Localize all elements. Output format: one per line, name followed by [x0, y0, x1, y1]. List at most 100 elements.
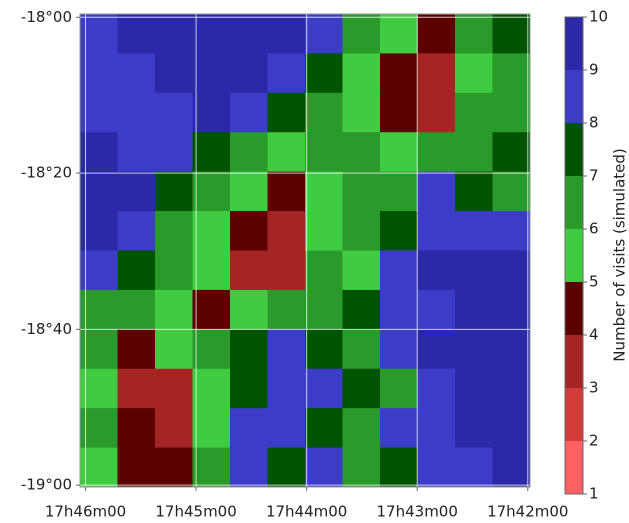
colorbar-segment [565, 388, 583, 441]
colorbar-segment [565, 123, 583, 176]
map-cell [380, 211, 418, 251]
map-cell [267, 368, 306, 409]
map-cell [230, 171, 268, 212]
y-tick-label: -18°40 [21, 320, 72, 338]
map-cell [80, 14, 118, 54]
map-cell [305, 53, 343, 94]
map-cell [380, 171, 418, 212]
map-cell [492, 368, 531, 409]
map-cell [192, 132, 231, 173]
map-cell [305, 250, 343, 291]
map-cell [492, 329, 531, 370]
map-cell [455, 329, 493, 370]
map-cell [117, 329, 156, 370]
map-cell [117, 447, 156, 488]
map-cell [155, 92, 193, 133]
map-cell [380, 14, 418, 54]
map-cell [492, 132, 531, 173]
map-cell [267, 447, 306, 488]
map-cell [80, 368, 118, 409]
map-cell [267, 289, 306, 330]
map-cell [117, 250, 156, 291]
map-cell [492, 408, 531, 449]
map-cell [80, 250, 118, 291]
colorbar-tick-label: 2 [589, 432, 599, 450]
map-cell [417, 329, 456, 370]
map-cell [155, 53, 193, 94]
map-cell [230, 211, 268, 251]
map-cell [342, 289, 381, 330]
x-tick-label: 17h42m00 [487, 503, 568, 521]
map-cell [380, 53, 418, 94]
grid [80, 14, 530, 487]
plot-frame [79, 13, 531, 488]
map-cell [417, 289, 456, 330]
map-cell [117, 53, 156, 94]
x-tick-label: 17h46m00 [45, 503, 126, 521]
map-cell [155, 211, 193, 251]
map-cell [80, 447, 118, 488]
map-cell [155, 289, 193, 330]
colorbar-tick-label: 3 [589, 379, 599, 397]
colorbar-segment [565, 441, 583, 494]
map-cell [380, 329, 418, 370]
colorbar-tick-label: 1 [589, 485, 599, 503]
map-cell [455, 92, 493, 133]
map-cell [455, 53, 493, 94]
map-cell [230, 289, 268, 330]
map-cell [230, 447, 268, 488]
map-cell [117, 92, 156, 133]
map-cell [117, 368, 156, 409]
map-cell [455, 289, 493, 330]
map-cell [455, 447, 493, 488]
map-cell [192, 289, 231, 330]
colorbar-segment [565, 17, 583, 70]
map-cell [192, 447, 231, 488]
map-cell [492, 447, 531, 488]
map-cell [230, 132, 268, 173]
map-cell [192, 14, 231, 54]
map-cell [417, 171, 456, 212]
map-cell [117, 171, 156, 212]
map-cell [417, 132, 456, 173]
colorbar-tick-label: 9 [589, 61, 599, 79]
map-cell [380, 92, 418, 133]
map-cell [342, 408, 381, 449]
map-cell [230, 14, 268, 54]
map-cell [230, 250, 268, 291]
map-cell [342, 53, 381, 94]
x-tick-label: 17h45m00 [155, 503, 236, 521]
map-cell [305, 171, 343, 212]
map-cell [455, 171, 493, 212]
map-cell [230, 53, 268, 94]
map-cell [155, 171, 193, 212]
map-cell [155, 368, 193, 409]
map-cell [155, 250, 193, 291]
map-cell [192, 329, 231, 370]
map-cell [492, 250, 531, 291]
map-cell [455, 368, 493, 409]
colorbar-tick-label: 4 [589, 326, 599, 344]
map-cell [155, 447, 193, 488]
colorbar-tick-label: 6 [589, 220, 599, 238]
map-cell [80, 171, 118, 212]
map-cell [417, 447, 456, 488]
colorbar-segment [565, 229, 583, 282]
map-cell [305, 368, 343, 409]
map-cell [417, 14, 456, 54]
map-cell [305, 211, 343, 251]
map-cell [117, 289, 156, 330]
colorbar-label: Number of visits (simulated) [611, 148, 629, 362]
map-cell [417, 92, 456, 133]
map-cell [267, 211, 306, 251]
map-cell [192, 211, 231, 251]
map-cell [342, 368, 381, 409]
map-cell [492, 211, 531, 251]
map-cell [117, 132, 156, 173]
map-cell [417, 368, 456, 409]
map-cell [492, 53, 531, 94]
map-cell [380, 368, 418, 409]
map-cell [155, 14, 193, 54]
map-cell [80, 329, 118, 370]
